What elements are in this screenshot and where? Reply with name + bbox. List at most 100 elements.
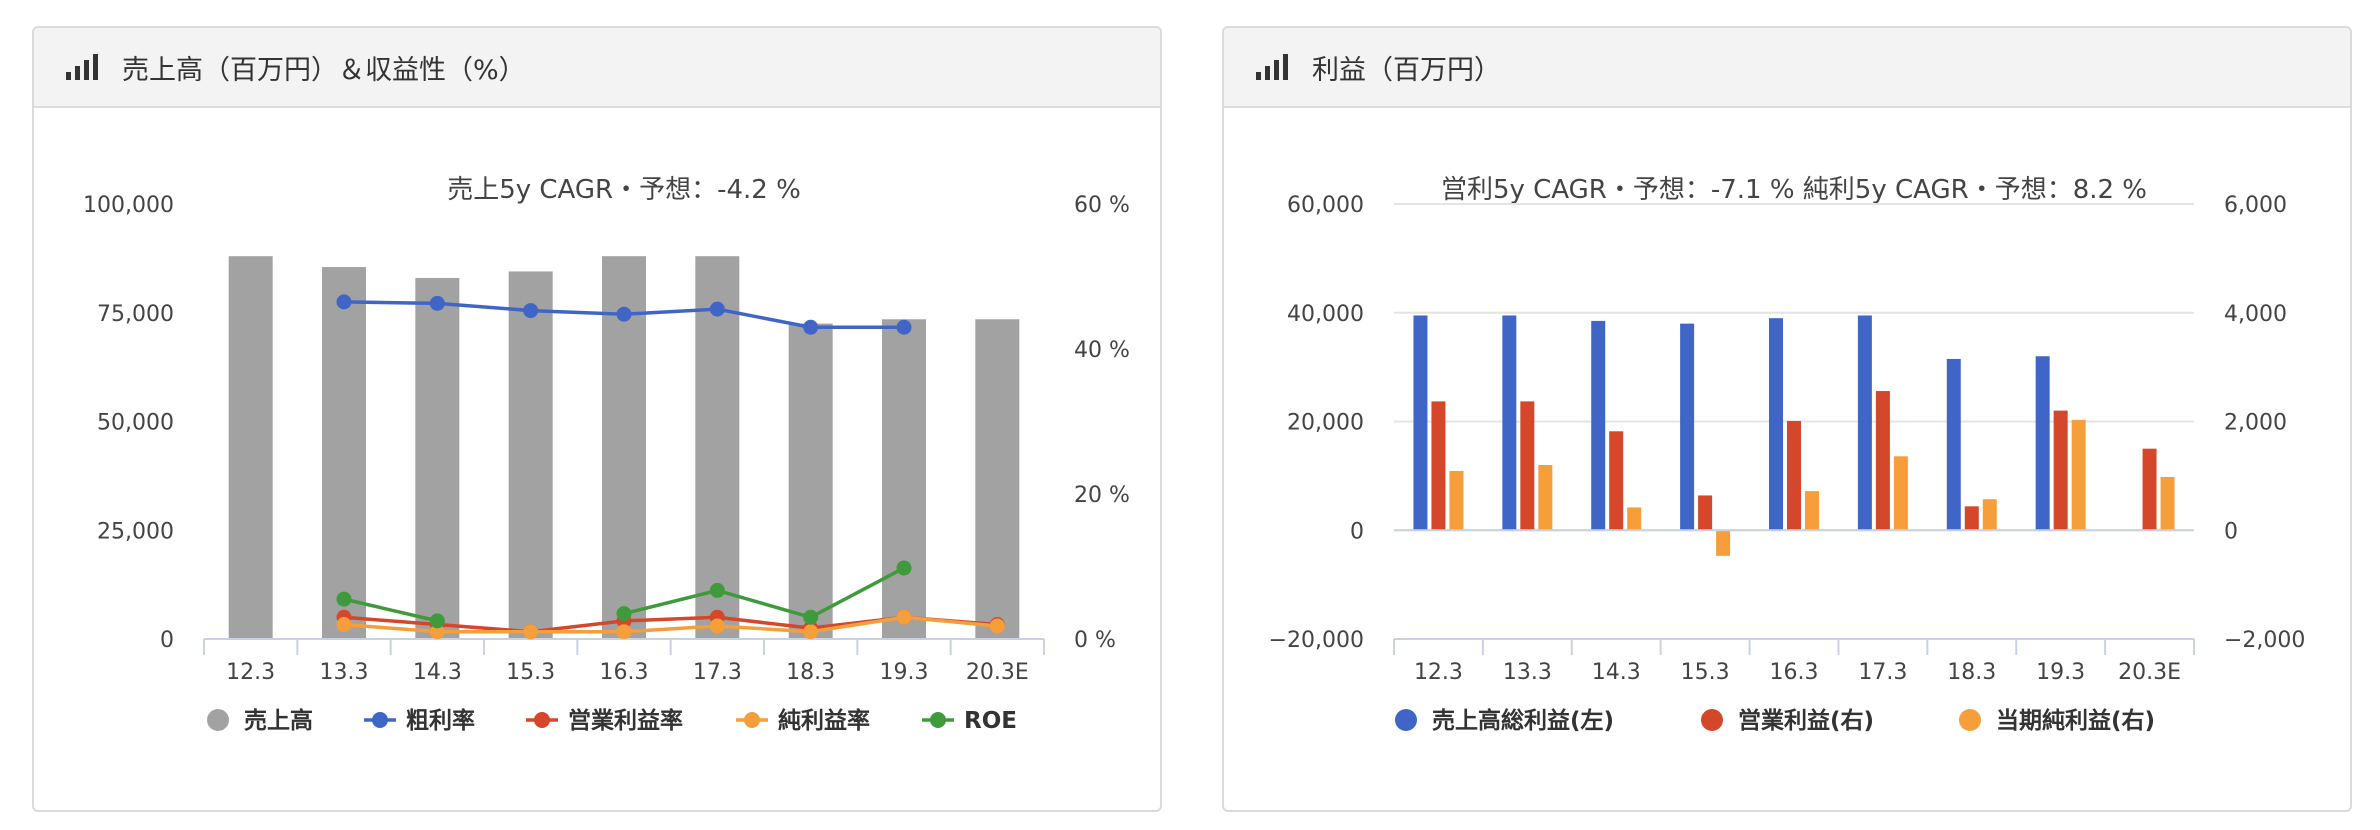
- legend-marker: [930, 712, 946, 728]
- y-left-tick-label: 40,000: [1287, 302, 1364, 327]
- series-point: [896, 560, 912, 576]
- sales-profitability-panel: 売上高（百万円）＆収益性（%） 売上5y CAGR・予想：-4.2 % 100,0…: [32, 26, 1162, 812]
- y-left-tick-label: 75,000: [97, 302, 174, 327]
- series-point: [429, 624, 445, 640]
- bar: [1627, 507, 1642, 531]
- x-tick-label: 12.3: [1414, 660, 1463, 685]
- y-left-tick-label: −20,000: [1269, 628, 1364, 653]
- x-tick-label: 19.3: [880, 660, 929, 685]
- series-point: [803, 609, 819, 625]
- y-left-tick-label: 25,000: [97, 519, 174, 544]
- sales-panel-title: 売上高（百万円）＆収益性（%）: [122, 54, 526, 86]
- bar: [1787, 420, 1801, 531]
- series-line: [343, 615, 998, 634]
- y-right-tick-label: 20 %: [1074, 483, 1130, 508]
- x-tick-label: 13.3: [1503, 660, 1552, 685]
- bar: [1609, 431, 1624, 531]
- y-right-tick-label: 6,000: [2224, 193, 2287, 218]
- series-point: [709, 618, 725, 634]
- series-point: [989, 618, 1005, 634]
- bar: [1413, 315, 1428, 531]
- legend-marker: [534, 712, 550, 728]
- x-tick-label: 18.3: [1947, 660, 1996, 685]
- bar: [1716, 530, 1731, 556]
- x-tick-label: 15.3: [1681, 660, 1730, 685]
- legend-marker: [1701, 709, 1723, 731]
- bar: [1591, 320, 1606, 531]
- series-point: [803, 624, 819, 640]
- bar: [2053, 410, 2068, 531]
- series-point: [616, 606, 632, 622]
- bar: [228, 256, 273, 639]
- y-right-tick-label: 2,000: [2224, 411, 2287, 436]
- bar: [1805, 491, 1819, 531]
- series-point: [616, 306, 632, 322]
- bar: [695, 256, 740, 639]
- profit-panel-header: 利益（百万円）: [1224, 28, 2350, 108]
- x-tick-label: 17.3: [693, 660, 742, 685]
- x-tick-label: 15.3: [506, 660, 555, 685]
- y-left-tick-label: 100,000: [83, 193, 174, 218]
- series-point: [523, 303, 539, 319]
- legend-label: 粗利率: [406, 707, 475, 734]
- profit-panel: 利益（百万円） 営利5y CAGR・予想：-7.1 % 純利5y CAGR・予想…: [1222, 26, 2352, 812]
- bar: [1520, 401, 1535, 531]
- bar: [1502, 315, 1517, 531]
- series-point: [803, 319, 819, 335]
- legend-label: 営業利益率: [568, 707, 683, 734]
- bar: [2071, 419, 2086, 531]
- legend-label: 純利益率: [778, 707, 870, 734]
- bar: [2035, 356, 2050, 531]
- bar: [1698, 495, 1713, 531]
- chart-title: 営利5y CAGR・予想：-7.1 % 純利5y CAGR・予想：8.2 %: [1441, 175, 2147, 205]
- x-tick-label: 12.3: [226, 660, 275, 685]
- legend-label: 売上高: [244, 707, 313, 734]
- x-tick-label: 20.3E: [2118, 660, 2181, 685]
- x-tick-label: 16.3: [1770, 660, 1819, 685]
- legend-marker: [1959, 709, 1981, 731]
- y-right-tick-label: −2,000: [2224, 628, 2305, 653]
- bar: [2160, 476, 2175, 531]
- y-right-tick-label: 0 %: [1074, 628, 1116, 653]
- legend-marker: [1395, 709, 1417, 731]
- bar: [1982, 499, 1997, 531]
- y-left-tick-label: 0: [160, 628, 174, 653]
- y-right-tick-label: 4,000: [2224, 302, 2287, 327]
- chart-title: 売上5y CAGR・予想：-4.2 %: [447, 175, 801, 205]
- bar: [788, 323, 833, 639]
- y-left-tick-label: 0: [1350, 519, 1364, 544]
- legend-marker: [207, 709, 229, 731]
- y-left-tick-label: 50,000: [97, 411, 174, 436]
- x-tick-label: 14.3: [413, 660, 462, 685]
- bar: [975, 319, 1020, 639]
- bar: [882, 319, 926, 639]
- bar: [322, 267, 366, 639]
- x-tick-label: 17.3: [1858, 660, 1907, 685]
- series-point: [616, 624, 632, 640]
- series-point: [896, 319, 912, 335]
- series-point: [336, 617, 352, 632]
- x-tick-label: 14.3: [1592, 660, 1641, 685]
- bar: [2142, 448, 2157, 531]
- x-tick-label: 20.3E: [966, 660, 1029, 685]
- series-line: [343, 597, 438, 623]
- bar-chart-icon: [66, 54, 98, 80]
- x-tick-label: 18.3: [786, 660, 835, 685]
- series-point: [709, 582, 725, 598]
- legend-label: 営業利益(右): [1738, 707, 1874, 734]
- legend-label: 売上高総利益(左): [1432, 707, 1614, 734]
- series-line: [623, 566, 905, 620]
- sales-profitability-chart: 売上5y CAGR・予想：-4.2 % 100,000 75,000 50,000 25…: [83, 175, 1130, 734]
- bar: [1538, 465, 1553, 531]
- legend-label: 当期純利益(右): [1996, 707, 2155, 734]
- series-point: [429, 295, 445, 311]
- x-tick-label: 16.3: [600, 660, 649, 685]
- bar: [1431, 401, 1446, 531]
- legend-label: ROE: [964, 708, 1017, 734]
- bar: [1449, 470, 1464, 531]
- bar: [1964, 506, 1979, 531]
- bar: [1875, 391, 1890, 531]
- profit-chart: 営利5y CAGR・予想：-7.1 % 純利5y CAGR・予想：8.2 % 60…: [1269, 175, 2306, 734]
- series-point: [709, 301, 725, 317]
- bar-chart-icon: [1256, 54, 1288, 80]
